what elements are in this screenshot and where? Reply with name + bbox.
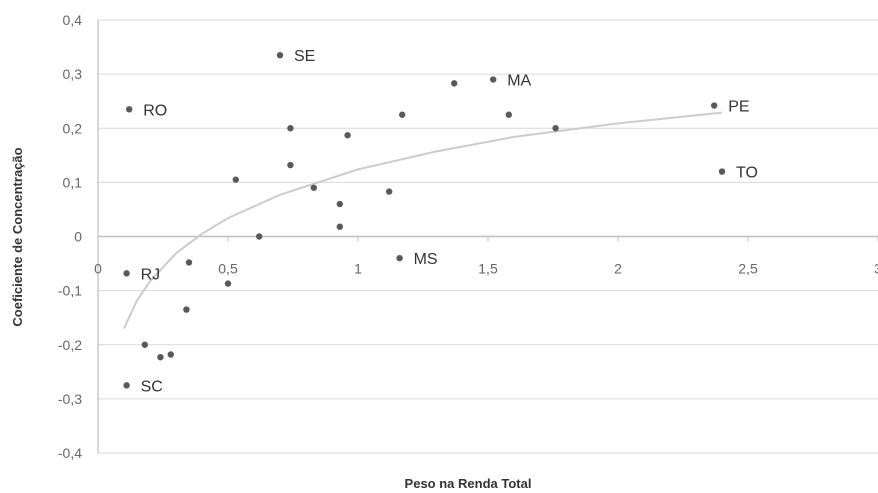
- data-point: [490, 76, 497, 83]
- data-point: [123, 382, 130, 389]
- y-tick-label: -0,2: [58, 337, 82, 353]
- y-tick-label: -0,4: [58, 445, 82, 461]
- data-point: [344, 132, 351, 139]
- data-point: [232, 176, 239, 183]
- data-point: [711, 102, 718, 109]
- data-points: SE RO MA PE TO MS RJ SC: [123, 48, 758, 395]
- data-point: [336, 200, 343, 208]
- data-point: [157, 353, 164, 361]
- point-label: RO: [143, 102, 167, 119]
- trendline-group: [123, 111, 723, 329]
- point-label: TO: [736, 165, 758, 182]
- y-tick-label: 0: [74, 229, 82, 245]
- data-point: [287, 125, 294, 132]
- data-point: [505, 111, 512, 118]
- y-tick-label: -0,3: [58, 391, 82, 407]
- grid-lines: [98, 19, 878, 454]
- data-point: [167, 351, 174, 358]
- data-point: [141, 341, 148, 348]
- y-tick-label: 0,2: [63, 120, 83, 136]
- y-axis-title: Coeficiente de Concentração: [10, 147, 25, 326]
- axes: [97, 20, 878, 453]
- data-point: [276, 51, 284, 59]
- point-label: SE: [294, 48, 315, 65]
- y-tick-label: 0,3: [63, 66, 83, 82]
- x-tick-label: 1: [354, 261, 362, 277]
- data-point: [183, 306, 190, 313]
- trendline: [123, 111, 723, 329]
- data-point: [552, 125, 559, 132]
- x-tick-label: 2: [614, 261, 622, 277]
- y-tick-label: -0,1: [58, 283, 82, 299]
- point-label: MA: [507, 73, 531, 90]
- data-point: [185, 259, 193, 266]
- tick-labels: 0,4 0,3 0,2 0,1 0 -0,1 -0,2 -0,3 -0,4 0 0,5 1 1,5 2 2,…: [58, 12, 878, 461]
- y-tick-label: 0,1: [63, 174, 83, 190]
- data-point: [256, 233, 263, 240]
- point-label: PE: [728, 99, 749, 116]
- data-point: [310, 184, 317, 191]
- point-label: RJ: [141, 266, 161, 283]
- x-tick-label: 0: [94, 261, 102, 277]
- x-tick-label: 2,5: [738, 261, 758, 277]
- data-point: [287, 161, 294, 169]
- y-tick-label: 0,4: [63, 12, 83, 28]
- data-point: [336, 223, 343, 230]
- point-label: MS: [414, 251, 438, 268]
- data-point: [451, 80, 458, 87]
- x-tick-label: 1,5: [478, 261, 498, 277]
- data-point: [224, 280, 232, 287]
- data-point: [126, 106, 133, 113]
- data-point: [386, 188, 393, 195]
- x-axis-title: Peso na Renda Total: [405, 476, 532, 491]
- data-point: [718, 168, 726, 175]
- point-label: SC: [141, 378, 163, 395]
- data-point: [396, 254, 403, 262]
- data-point: [399, 111, 406, 118]
- data-point: [123, 270, 130, 277]
- x-tick-label: 3: [874, 261, 878, 277]
- x-tick-label: 0,5: [218, 261, 238, 277]
